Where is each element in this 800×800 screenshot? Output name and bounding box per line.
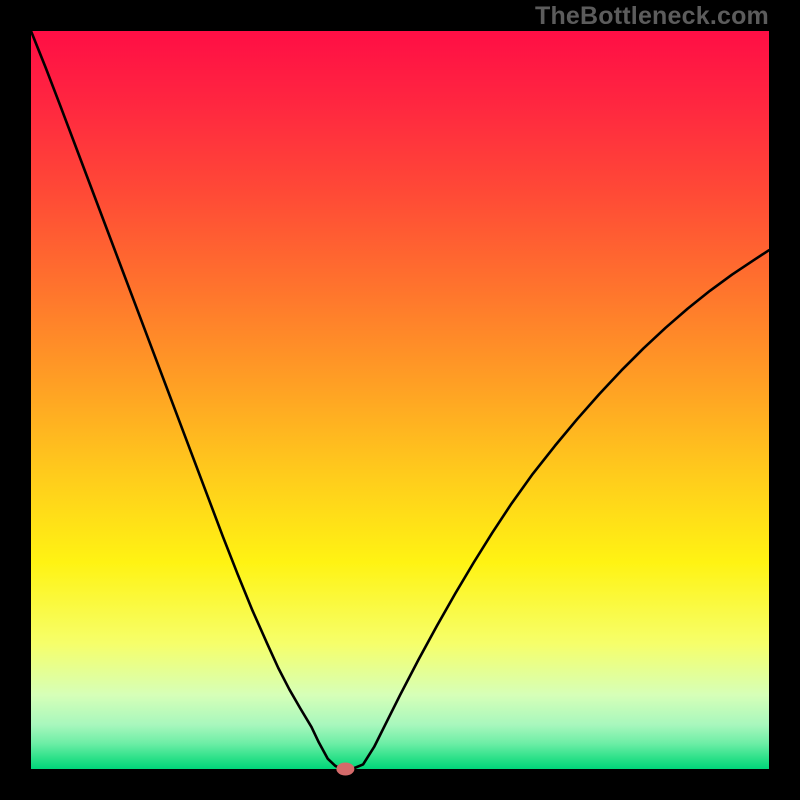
plot-background xyxy=(31,31,769,769)
watermark-text: TheBottleneck.com xyxy=(535,2,769,31)
bottleneck-chart xyxy=(0,0,800,800)
chart-container: TheBottleneck.com xyxy=(0,0,800,800)
optimal-point-marker xyxy=(336,763,354,776)
